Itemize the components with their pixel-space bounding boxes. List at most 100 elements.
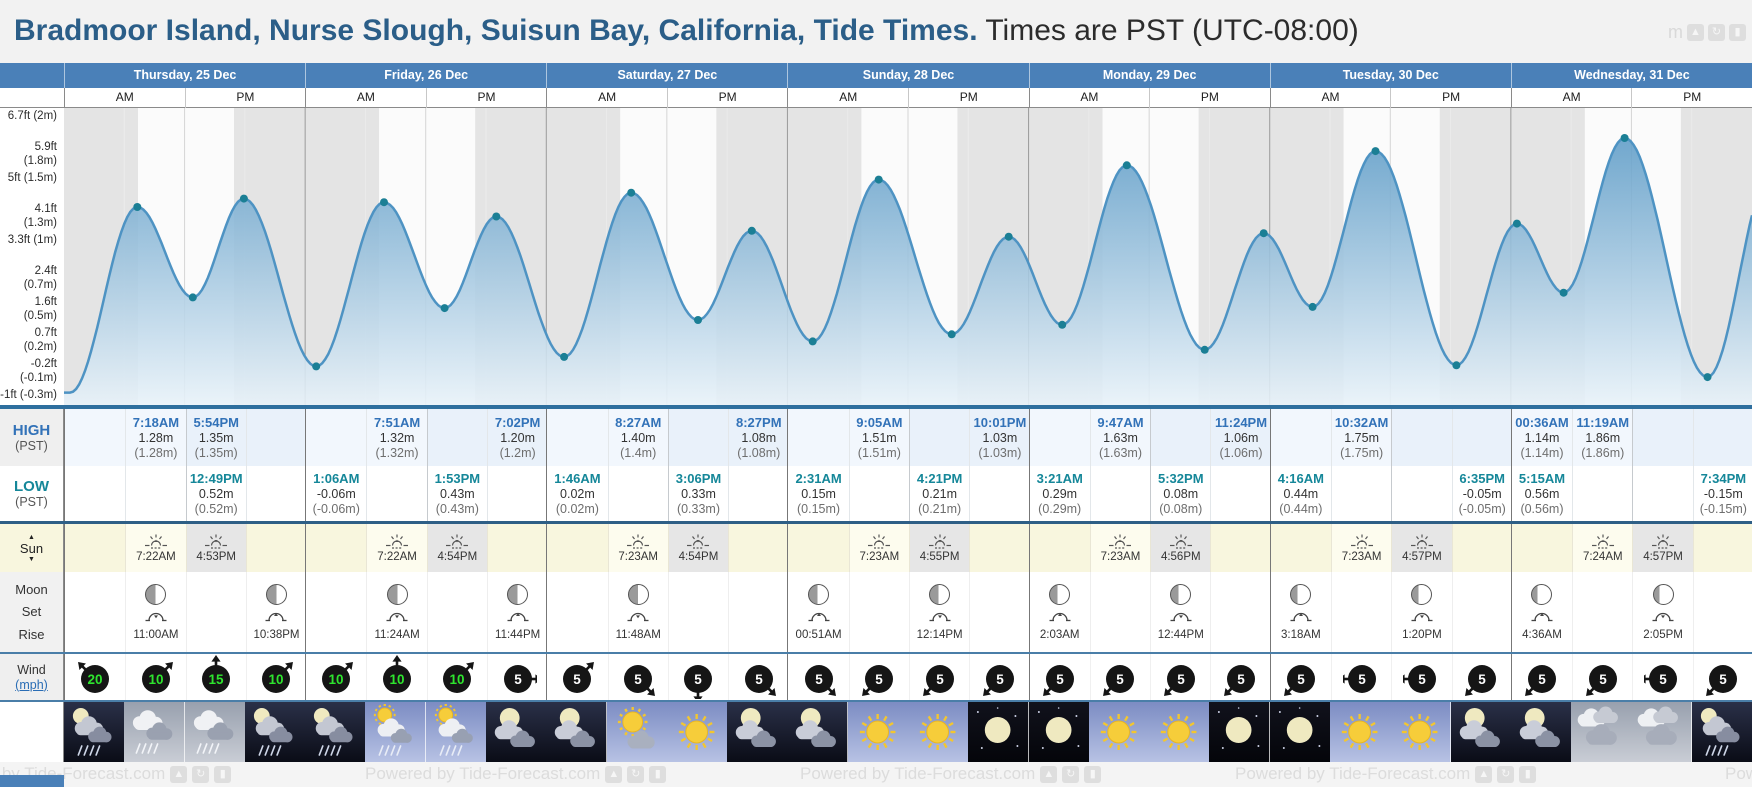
wind-cell: 5 [1391, 654, 1451, 700]
low-tide-height-alt: (0.21m) [918, 501, 962, 516]
weather-icon-day-sun-rain [425, 702, 486, 762]
moon-phase-icon [1049, 583, 1071, 605]
low-tide-height-alt: (0.52m) [194, 501, 238, 516]
low-tide-cell [1330, 466, 1392, 521]
wind-unit-link[interactable]: (mph) [15, 677, 48, 692]
day-wind-cells: 5 5 5 5 [1269, 654, 1511, 700]
day-low-cells: 4:16AM 0.44m (0.44m) 6:35PM -0.05m (-0.05m) [1269, 466, 1512, 521]
day-header: Thursday, 25 Dec [64, 63, 305, 88]
low-tide-cell [125, 466, 186, 521]
low-tide-cell: 6:35PM -0.05m (-0.05m) [1451, 466, 1512, 521]
high-tide-height-alt: (1.08m) [737, 445, 781, 460]
day-moon-cells: 11:48AM [546, 572, 787, 652]
high-tide-height: 1.20m [500, 430, 535, 445]
wind-arrow-icon: 10 [262, 662, 294, 693]
tide-high-point [747, 226, 756, 235]
high-tide-time: 7:18AM [132, 414, 180, 430]
sun-empty-cell [1271, 524, 1331, 572]
day-sun-cells: 7:23AM 4:54PM [546, 524, 787, 572]
svg-text:5: 5 [1237, 672, 1245, 687]
tide-curve-chart [64, 108, 1752, 410]
sunset-icon [1652, 534, 1675, 549]
moon-phase-icon [265, 583, 287, 605]
moonrise-time: 4:36AM [1522, 628, 1562, 641]
high-tide-cell [245, 409, 307, 466]
moonrise-icon [808, 612, 830, 621]
tide-chart-area: 6.7ft (2m) 5.9ft (1.8m) 5ft (1.5m) 4.1ft (1… [0, 108, 1752, 405]
low-tide-cell [728, 466, 789, 521]
wind-arrow-icon: 5 [804, 665, 836, 696]
day-low-cells: 12:49PM 0.52m (0.52m) [64, 466, 307, 521]
watermark-refresh-icon: ↻ [192, 765, 210, 783]
moonrise-time: 10:38PM [253, 628, 300, 641]
svg-text:5: 5 [755, 672, 763, 687]
high-tide-cell: 7:18AM 1.28m (1.28m) [125, 409, 186, 466]
high-tide-cell [306, 409, 367, 466]
high-tide-height-alt: (1.06m) [1219, 445, 1263, 460]
high-label: HIGH [12, 422, 51, 439]
day-sun-cells: 7:22AM 4:53PM [64, 524, 305, 572]
moon-cell: 12:14PM [908, 572, 969, 652]
low-tide-cell: 5:15AM 0.56m (0.56m) [1511, 466, 1573, 521]
sunrise-cell: 7:24AM [1572, 524, 1633, 572]
high-tide-cell [547, 409, 608, 466]
high-tide-row-label: HIGH (PST) [0, 409, 64, 466]
sunset-cell: 4:57PM [1632, 524, 1693, 572]
watermark-refresh-icon: ↻ [1497, 765, 1515, 783]
tide-height-tick: 6.7ft (2m) [7, 110, 57, 122]
high-tide-cell [1391, 409, 1452, 466]
sunset-cell: 4:57PM [1391, 524, 1452, 572]
day-sun-cells: 7:23AM 4:55PM [787, 524, 1028, 572]
moon-label: Moon [15, 581, 48, 597]
moonset-icon [627, 612, 649, 621]
svg-text:10: 10 [148, 672, 163, 687]
watermark-mobile-icon: ▮ [1729, 24, 1746, 41]
moonset-time: 11:24AM [374, 628, 420, 641]
day-wind-cells: 20 10 15 10 [64, 654, 305, 700]
watermark-refresh-icon: ↻ [627, 765, 645, 783]
tide-low-point [312, 362, 321, 371]
high-tide-cell: 10:32AM 1.75m (1.75m) [1330, 409, 1392, 466]
high-tide-time: 11:24PM [1215, 414, 1268, 430]
high-tide-height: 1.03m [982, 430, 1018, 445]
moonrise-time: 11:44PM [495, 628, 541, 641]
wind-cell: 5 [667, 654, 728, 700]
title-bar: Bradmoor Island, Nurse Slough, Suisun Ba… [0, 0, 1752, 63]
tide-low-point [1308, 302, 1317, 311]
low-tide-row-label: LOW (PST) [0, 466, 64, 521]
high-tide-height-alt: (1.32m) [375, 445, 419, 460]
moonset-time: 12:14PM [916, 628, 963, 641]
sunset-time: 4:53PM [196, 550, 237, 563]
half-day-cells: AM PM AM PM AM PM AM PM AM PM AM PM AM PM [64, 88, 1752, 108]
moonset-icon [929, 612, 951, 621]
moon-cell: 2:05PM [1632, 572, 1692, 652]
moon-cell [848, 572, 909, 652]
high-tide-height: 1.75m [1344, 430, 1379, 445]
low-tide-height-alt: (-0.06m) [312, 501, 360, 516]
tide-low-point [440, 304, 449, 313]
weather-icon-night-rain [244, 702, 306, 762]
sunrise-time: 7:22AM [377, 550, 417, 563]
wind-cell: 5 [1271, 654, 1331, 700]
moon-phase-icon [1290, 583, 1312, 605]
tide-low-point [1559, 288, 1568, 297]
low-tide-height-alt: (0.56m) [1520, 501, 1564, 516]
low-tide-height: 0.02m [560, 486, 595, 501]
low-tide-cell: 7:34PM -0.15m (-0.15m) [1692, 466, 1752, 521]
wind-label: Wind [17, 662, 46, 677]
tide-high-point [627, 188, 636, 197]
sunrise-cell: 7:23AM [848, 524, 909, 572]
weather-icon-night-clear [968, 702, 1029, 762]
sunset-arrow-icon: ▼ [28, 555, 35, 563]
day-high-cells: 9:05AM 1.51m (1.51m) 10:01PM 1.03m (1.03m) [787, 409, 1030, 466]
low-tide-cell: 5:32PM 0.08m (0.08m) [1150, 466, 1211, 521]
moon-cell [969, 572, 1029, 652]
wind-cell: 15 [185, 654, 246, 700]
wind-arrow-icon: 5 [744, 665, 776, 696]
wind-arrow-icon: 5 [1585, 665, 1617, 696]
wind-cell: 5 [728, 654, 788, 700]
tide-low-point [1058, 320, 1067, 329]
tide-low-point [947, 330, 956, 339]
tide-curve-fill [64, 138, 1752, 405]
